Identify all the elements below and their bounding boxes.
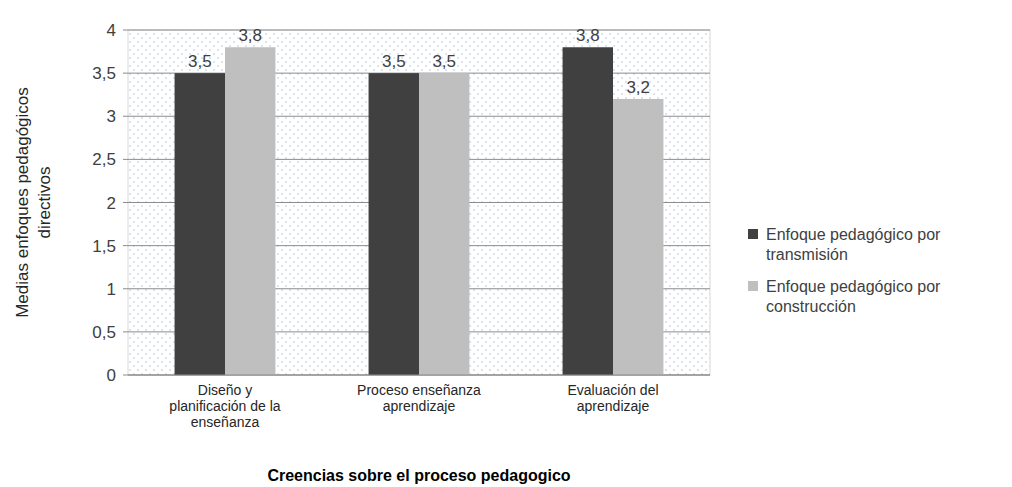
- text-line: Medias enfoques pedagógicos: [13, 87, 32, 318]
- y-tick-label: 1,5: [92, 237, 116, 256]
- tick-mark: [123, 30, 128, 31]
- bars: [175, 47, 664, 375]
- grid-line: [128, 30, 710, 31]
- tick-mark: [123, 116, 128, 117]
- tick-mark: [123, 245, 128, 246]
- grid-line: [128, 375, 710, 376]
- text-line: transmisión: [766, 246, 848, 263]
- text-line: planificación de la: [169, 398, 281, 414]
- y-tick-label: 4: [107, 21, 116, 40]
- bar: [613, 99, 663, 375]
- y-tick-label: 0: [107, 366, 116, 385]
- x-tick-label: Evaluación delaprendizaje: [567, 382, 658, 414]
- chart-svg: 0 0,5 1 1,5 2 2,5 3 3,5 4 3,5 3,5 3,8 3,8 3,5 3,2 Diseñ…: [0, 0, 1012, 487]
- x-axis-line: [128, 375, 710, 376]
- y-tick-label: 0,5: [92, 323, 116, 342]
- x-axis-title: Creencias sobre el proceso pedagogico: [267, 467, 570, 484]
- data-label: 3,5: [432, 52, 456, 71]
- x-tick-label: Diseño yplanificación de laenseñanza: [169, 382, 281, 430]
- y-tick-label: 3: [107, 107, 116, 126]
- chart-container: 0 0,5 1 1,5 2 2,5 3 3,5 4 3,5 3,5 3,8 3,8 3,5 3,2 Diseñ…: [0, 0, 1012, 487]
- text-line: enseñanza: [191, 414, 260, 430]
- text-line: aprendizaje: [577, 398, 650, 414]
- tick-mark: [123, 331, 128, 332]
- data-label: 3,5: [188, 52, 212, 71]
- legend: Enfoque pedagógico portransmisiónEnfoque…: [748, 226, 941, 315]
- legend-swatch: [748, 229, 758, 239]
- tick-mark: [123, 73, 128, 74]
- data-label: 3,8: [238, 26, 262, 45]
- tick-mark: [123, 202, 128, 203]
- data-label: 3,5: [382, 52, 406, 71]
- bar: [419, 73, 469, 375]
- y-axis-title-group: Medias enfoques pedagógicosdirectivos: [13, 87, 54, 318]
- y-tick-label: 3,5: [92, 64, 116, 83]
- text-line: construcción: [766, 298, 856, 315]
- y-tick-label: 1: [107, 280, 116, 299]
- legend-swatch: [748, 281, 758, 291]
- bar: [225, 47, 275, 375]
- data-label: 3,8: [576, 26, 600, 45]
- data-label: 3,2: [626, 78, 650, 97]
- legend-label: Enfoque pedagógico por construcción: [766, 278, 941, 315]
- y-tick-label: 2,5: [92, 150, 116, 169]
- tick-mark: [123, 159, 128, 160]
- text-line: aprendizaje: [383, 398, 456, 414]
- bar: [369, 73, 419, 375]
- text-line: Enfoque pedagógico por: [766, 278, 941, 295]
- x-tick-label: Proceso enseñanzaaprendizaje: [357, 382, 481, 414]
- bar: [175, 73, 225, 375]
- text-line: Enfoque pedagógico por: [766, 226, 941, 243]
- text-line: Evaluación del: [567, 382, 658, 398]
- text-line: Diseño y: [198, 382, 252, 398]
- legend-label: Enfoque pedagógico por transmisión: [766, 226, 941, 263]
- text-line: Proceso enseñanza: [357, 382, 481, 398]
- tick-mark: [123, 375, 128, 376]
- y-axis-title: Medias enfoques pedagógicosdirectivos: [13, 87, 54, 318]
- y-tick-label: 2: [107, 194, 116, 213]
- tick-mark: [123, 288, 128, 289]
- data-labels: 3,5 3,5 3,8 3,8 3,5 3,2: [188, 26, 650, 97]
- plot-area: [128, 30, 710, 375]
- text-line: directivos: [35, 167, 54, 239]
- bar: [563, 47, 613, 375]
